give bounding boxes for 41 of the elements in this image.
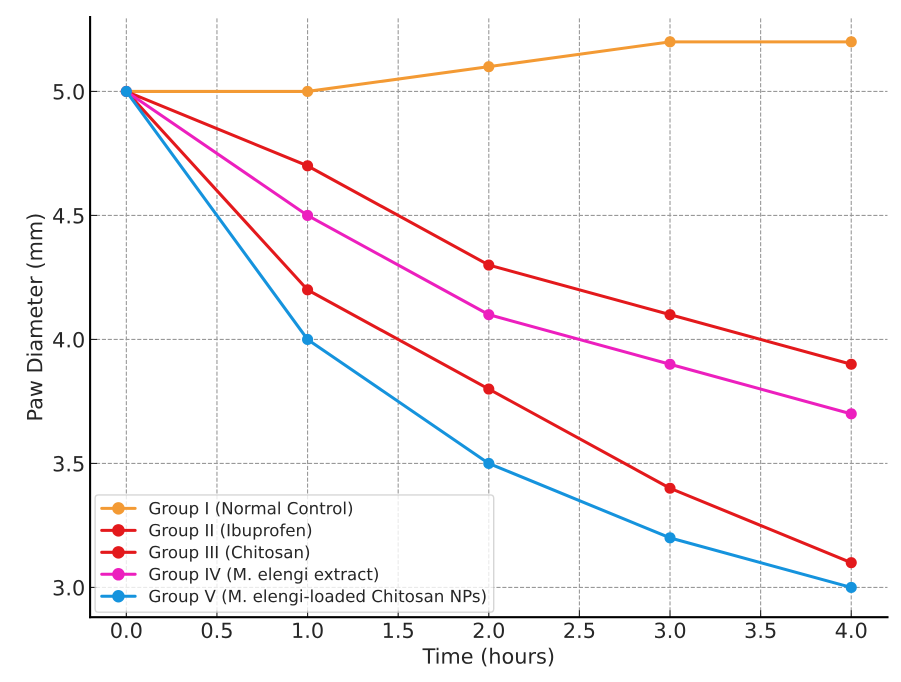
point [483, 383, 494, 395]
x-tick-label: 1.5 [384, 622, 413, 638]
x-tick-label: 3.5 [746, 622, 776, 638]
y-tick-label: 4.0 [53, 332, 84, 348]
x-tick-label: 2.0 [474, 622, 504, 638]
x-tick-label: 1.0 [293, 622, 323, 638]
point [664, 482, 676, 494]
x-tick-label: 2.5 [564, 622, 594, 638]
point [302, 284, 314, 296]
x-tick-label: 0.0 [111, 622, 142, 638]
point [483, 61, 494, 72]
y-axis-title: Paw Diameter (mm) [26, 214, 45, 420]
legend-label: Group IV (M. elengi extract) [149, 567, 378, 584]
point [302, 334, 314, 346]
y-tick-label: 3.5 [54, 456, 84, 472]
legend-label: Group V (M. elengi-loaded Chitosan NPs) [149, 589, 486, 606]
point [302, 160, 314, 172]
point [664, 309, 676, 320]
point [846, 557, 857, 568]
point [483, 309, 494, 320]
x-tick-label: 3.0 [655, 622, 686, 638]
x-axis-title: Time (hours) [422, 648, 554, 666]
legend-label: Group II (Ibuprofen) [149, 524, 312, 540]
y-tick-label: 4.5 [53, 208, 84, 224]
y-tick-label: 5.0 [54, 84, 84, 100]
y-tick-label: 3.0 [54, 580, 84, 596]
point [664, 36, 676, 48]
x-tick-label: 0.5 [202, 622, 232, 638]
point [664, 358, 676, 370]
point [846, 408, 857, 420]
legend-label: Group I (Normal Control) [149, 502, 352, 518]
point [664, 532, 676, 544]
point [302, 210, 314, 222]
point [302, 86, 314, 98]
point [846, 36, 857, 48]
point [846, 358, 857, 370]
point [846, 582, 857, 594]
point [483, 259, 494, 271]
x-tick-label: 4.0 [836, 622, 866, 638]
legend-label: Group III (Chitosan) [149, 545, 310, 562]
point [483, 458, 494, 470]
